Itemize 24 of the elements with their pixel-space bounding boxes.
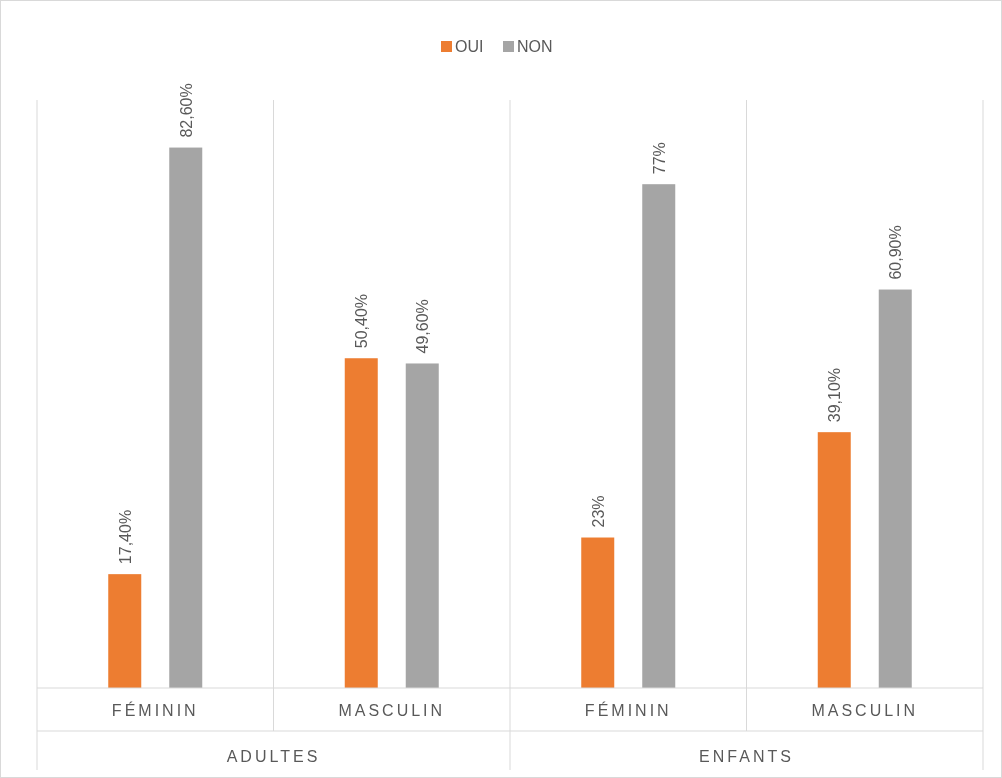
legend-label: NON [517, 38, 553, 55]
bar [169, 147, 203, 688]
x-tick-label: FÉMININ [111, 701, 199, 719]
data-label: 49,60% [414, 299, 432, 354]
x-tick-label: MASCULIN [338, 702, 446, 719]
data-label: 17,40% [116, 509, 134, 565]
bar [108, 574, 142, 688]
data-label: 82,60% [177, 83, 195, 138]
text: ADULTES [226, 748, 321, 765]
legend-label: OUI [455, 38, 484, 55]
data-label: 39,10% [826, 367, 844, 423]
text: ENFANTS [699, 748, 794, 765]
data-label: 77% [650, 142, 668, 175]
data-label: 23% [589, 495, 607, 528]
bar [817, 432, 851, 688]
data-label: 50,40% [353, 293, 371, 349]
x-tick-label: FÉMININ [584, 701, 672, 719]
x-tick-label: MASCULIN [811, 702, 919, 719]
bar [344, 358, 378, 688]
data-label: 60,90% [887, 225, 905, 280]
bar [878, 289, 912, 688]
bar [642, 184, 676, 688]
bar [581, 537, 615, 688]
bar [405, 363, 439, 688]
